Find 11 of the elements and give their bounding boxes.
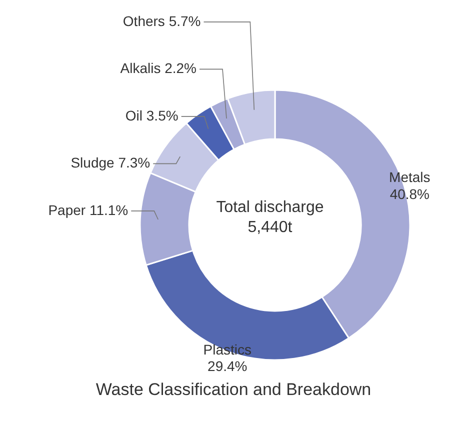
data-label: 29.4%: [208, 358, 248, 374]
slice-label: Metals: [389, 169, 430, 186]
slice-label: Alkalis 2.2%: [120, 60, 197, 76]
slice-label: Paper 11.1%: [48, 202, 128, 218]
slice-label: Oil 3.5%: [125, 107, 178, 124]
text: Waste Classification and Breakdown: [94, 380, 372, 400]
text: 5,440t: [246, 218, 294, 238]
slice-label: Sludge 7.3%: [70, 154, 150, 171]
text: Total discharge: [215, 198, 325, 218]
slice-label: Others 5.7%: [122, 12, 201, 29]
data-label: 40.8%: [390, 186, 430, 202]
